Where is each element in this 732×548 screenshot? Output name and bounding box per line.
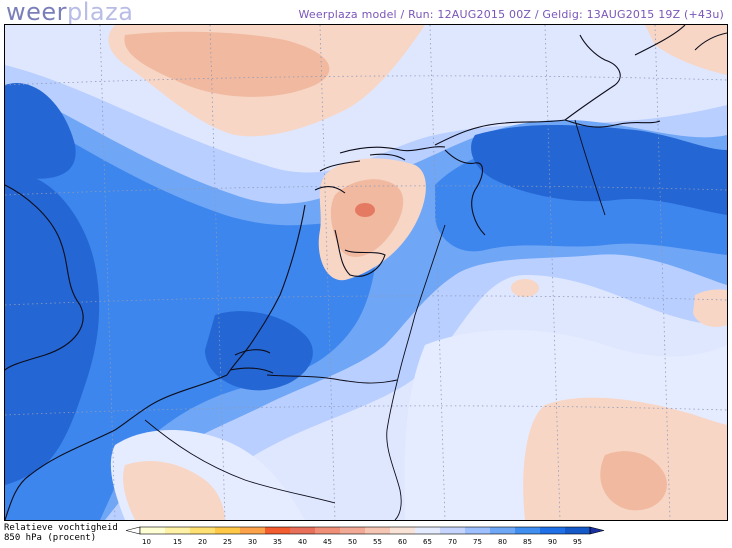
field-dry-orange-plume — [330, 179, 404, 257]
legend-tick-label: 25 — [223, 538, 232, 546]
legend-tick-label: 30 — [248, 538, 257, 546]
field-orange-center-spot — [511, 279, 539, 297]
model-run-info: Weerplaza model / Run: 12AUG2015 00Z / G… — [298, 8, 724, 21]
latlon-grid — [5, 25, 727, 520]
field-red-spot — [355, 203, 375, 217]
legend-tick-label: 65 — [423, 538, 432, 546]
legend-swatch — [465, 527, 491, 534]
legend-tick-labels: 10 15 20 25 30 35 40 45 50 55 60 65 70 75 80 85 90 95 — [142, 538, 582, 546]
legend-tick-label: 60 — [398, 538, 407, 546]
legend-swatch — [315, 527, 341, 534]
legend-arrow-right — [589, 526, 605, 535]
legend-swatch — [240, 527, 266, 534]
legend-swatch — [490, 527, 516, 534]
field-dry-orange-southeast — [600, 451, 667, 511]
legend-swatch — [440, 527, 466, 534]
field-orange-east-spot — [693, 289, 727, 327]
weather-map — [4, 24, 728, 521]
borders — [144, 119, 606, 520]
legend-swatch — [565, 527, 591, 534]
legend-arrow-left — [125, 526, 141, 535]
legend-tick-label: 35 — [273, 538, 282, 546]
legend-swatch — [515, 527, 541, 534]
field-deep-blue-west — [5, 173, 100, 486]
legend-tick-label: 55 — [373, 538, 382, 546]
field-light-orange-southwest — [123, 460, 225, 520]
legend-tick-label: 70 — [448, 538, 457, 546]
legend-swatch — [415, 527, 441, 534]
legend-tick-label: 90 — [548, 538, 557, 546]
color-legend: Relatieve vochtigheid 850 hPa (procent) … — [0, 523, 732, 548]
header-bar: weerplaza Weerplaza model / Run: 12AUG20… — [0, 0, 732, 26]
legend-swatch — [265, 527, 291, 534]
legend-frame — [139, 526, 591, 535]
legend-tick-label: 95 — [573, 538, 582, 546]
logo-text-weer: weer — [6, 0, 68, 26]
legend-title: Relatieve vochtigheid 850 hPa (procent) — [4, 523, 118, 543]
legend-title-line1: Relatieve vochtigheid — [4, 523, 118, 533]
legend-swatch — [390, 527, 416, 534]
legend-swatch — [190, 527, 216, 534]
legend-tick-label: 85 — [523, 538, 532, 546]
legend-tick-label: 80 — [498, 538, 507, 546]
legend-swatch — [365, 527, 391, 534]
field-deep-blue-south — [205, 311, 313, 391]
humidity-field — [5, 25, 727, 520]
field-deep-blue-east — [471, 125, 727, 215]
weerplaza-logo[interactable]: weerplaza — [6, 0, 133, 26]
legend-swatch — [540, 527, 566, 534]
legend-tick-label: 75 — [473, 538, 482, 546]
legend-tick-label: 10 — [142, 538, 151, 546]
field-dry-orange-north — [124, 31, 330, 97]
legend-tick-label: 40 — [298, 538, 307, 546]
legend-tick-label: 15 — [173, 538, 182, 546]
legend-swatch — [165, 527, 191, 534]
legend-tick-label: 50 — [348, 538, 357, 546]
legend-tick-label: 45 — [323, 538, 332, 546]
field-blue-west — [5, 105, 376, 520]
field-deep-blue-northwest — [5, 83, 76, 179]
legend-swatch — [340, 527, 366, 534]
legend-swatch — [140, 527, 166, 534]
field-light-orange-northeast — [645, 25, 727, 75]
legend-tick-label: 20 — [198, 538, 207, 546]
legend-colorbar: 10 15 20 25 30 35 40 45 50 55 60 65 70 75 80 85 90 95 — [125, 526, 605, 546]
coastlines — [5, 25, 727, 520]
legend-swatch — [215, 527, 241, 534]
legend-swatch — [290, 527, 316, 534]
logo-text-plaza: plaza — [67, 0, 134, 26]
legend-title-line2: 850 hPa (procent) — [4, 533, 97, 543]
legend-swatches — [125, 526, 605, 535]
